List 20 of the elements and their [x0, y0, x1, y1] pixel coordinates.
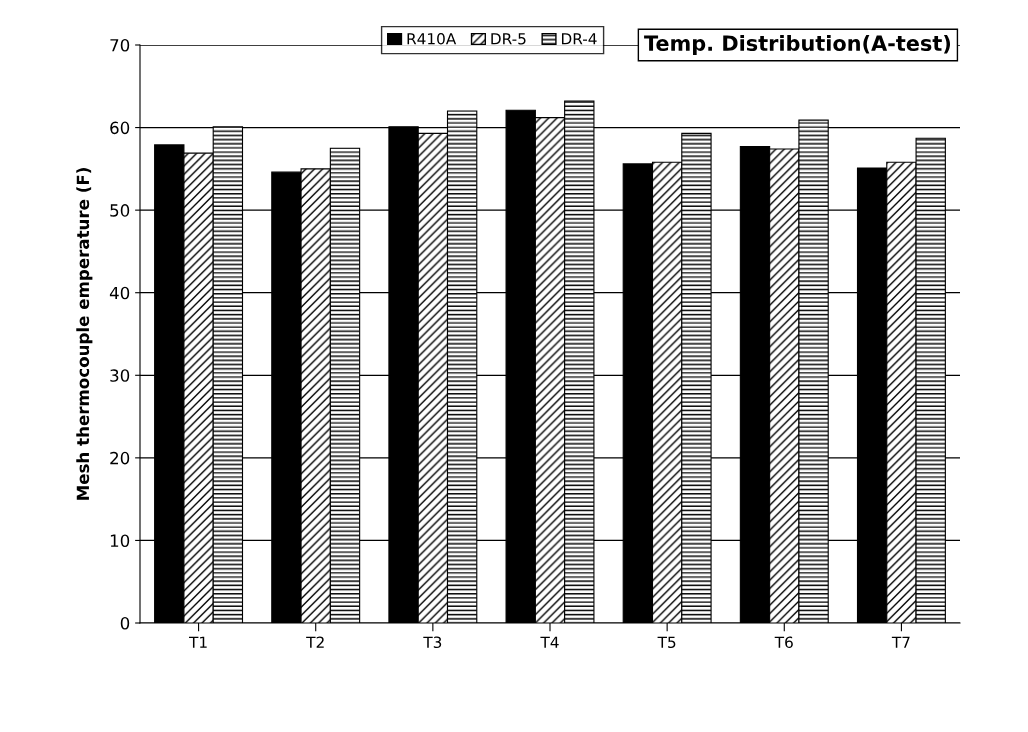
x-tick-label: T1	[189, 636, 207, 648]
legend-label: R410A	[407, 33, 457, 45]
x-tick-label: T4	[540, 636, 559, 648]
y-tick-label: 70	[110, 38, 130, 52]
x-tick-label: T3	[423, 636, 442, 649]
x-tick-label: T5	[657, 636, 676, 649]
y-tick-label: 60	[110, 121, 130, 135]
y-tick-label: 30	[110, 369, 130, 382]
y-tick-label: 0	[120, 616, 130, 630]
x-tick-label: T2	[306, 636, 324, 648]
legend-label: DR-5	[491, 33, 526, 45]
y-tick-label: 10	[110, 534, 130, 547]
chart-title: Temp. Distribution(A-test)	[644, 34, 951, 56]
y-tick-label: 50	[110, 204, 130, 217]
y-tick-label: 40	[109, 286, 130, 300]
x-tick-label: T6	[774, 636, 793, 649]
x-tick-label: T7	[891, 636, 910, 648]
y-tick-label: 20	[110, 451, 130, 465]
legend-label: DR-4	[561, 33, 597, 45]
y-axis-title: Mesh thermocouple emperature (F)	[76, 168, 93, 500]
